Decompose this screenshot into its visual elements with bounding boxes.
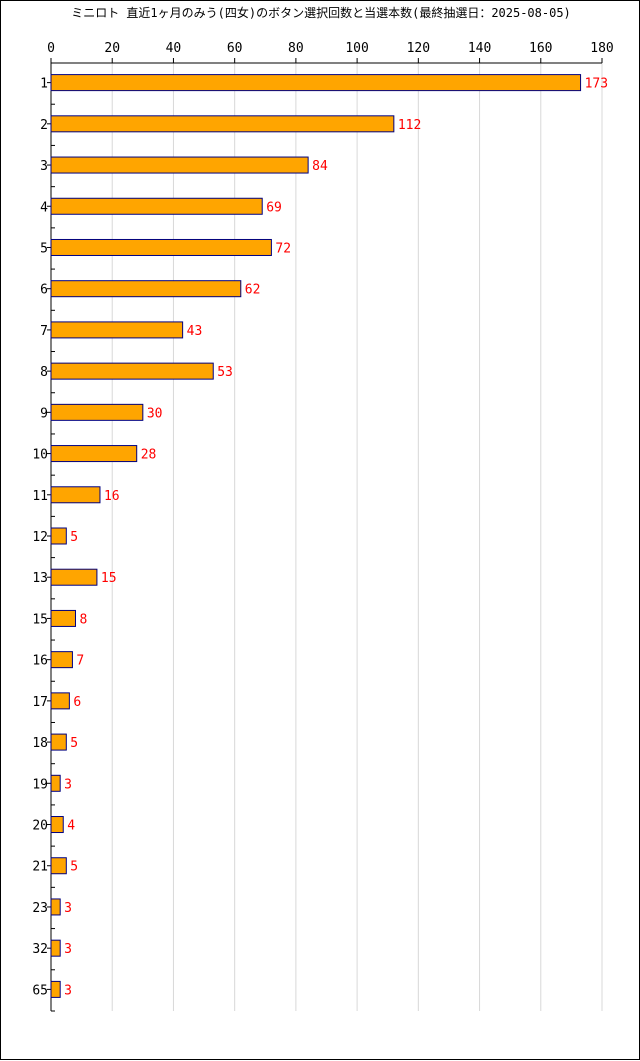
bar xyxy=(50,197,263,215)
bar xyxy=(50,692,70,710)
y-tick-label: 16 xyxy=(32,654,48,669)
y-tick-label: 4 xyxy=(40,200,48,215)
chart-title: ミニロト 直近1ヶ月のみう(四女)のボタン選択回数と当選本数(最終抽選日：202… xyxy=(71,5,571,20)
x-tick-label: 120 xyxy=(407,41,430,56)
y-tick-label: 1 xyxy=(40,77,48,92)
x-tick-label: 100 xyxy=(345,41,368,56)
bar xyxy=(50,939,61,957)
x-tick-label: 20 xyxy=(104,41,120,56)
value-label: 15 xyxy=(101,571,117,586)
bar xyxy=(50,486,101,504)
bar xyxy=(50,774,61,792)
value-label: 30 xyxy=(147,406,163,421)
value-label: 173 xyxy=(585,77,608,92)
x-tick-label: 40 xyxy=(166,41,182,56)
bar xyxy=(50,651,73,669)
bar xyxy=(50,857,67,875)
value-label: 112 xyxy=(398,118,421,133)
value-label: 53 xyxy=(217,365,233,380)
value-label: 4 xyxy=(67,819,75,834)
bar xyxy=(50,733,67,751)
bar xyxy=(50,898,61,916)
value-label: 7 xyxy=(76,654,84,669)
bar xyxy=(50,980,61,998)
x-tick-label: 60 xyxy=(227,41,243,56)
value-label: 62 xyxy=(245,283,261,298)
y-tick-label: 6 xyxy=(40,283,48,298)
y-tick-label: 23 xyxy=(32,901,48,916)
value-label: 5 xyxy=(70,736,78,751)
x-axis: 0 20 40 60 80 100 120 140 160 180 xyxy=(47,41,614,64)
bar xyxy=(50,156,309,174)
value-label: 3 xyxy=(64,777,72,792)
y-tick-label: 8 xyxy=(40,365,48,380)
y-tick-label: 19 xyxy=(32,777,48,792)
bar xyxy=(50,403,144,421)
bars xyxy=(50,74,582,998)
value-label: 8 xyxy=(79,612,87,627)
value-label: 5 xyxy=(70,530,78,545)
y-tick-label: 65 xyxy=(32,983,48,998)
grid-lines xyxy=(111,63,603,1011)
value-label: 28 xyxy=(141,448,157,463)
y-tick-label: 10 xyxy=(32,448,48,463)
y-tick-label: 5 xyxy=(40,241,48,256)
bar xyxy=(50,280,242,298)
bar xyxy=(50,74,582,92)
bar xyxy=(50,816,64,834)
y-tick-label: 11 xyxy=(32,489,48,504)
bar xyxy=(50,609,76,627)
y-tick-label: 20 xyxy=(32,819,48,834)
y-tick-label: 7 xyxy=(40,324,48,339)
y-tick-label: 13 xyxy=(32,571,48,586)
y-tick-label: 12 xyxy=(32,530,48,545)
value-label: 84 xyxy=(312,159,328,174)
y-tick-label: 15 xyxy=(32,612,48,627)
value-label: 69 xyxy=(266,200,282,215)
y-tick-label: 18 xyxy=(32,736,48,751)
bar xyxy=(50,445,138,463)
value-label: 72 xyxy=(275,241,291,256)
value-label: 3 xyxy=(64,942,72,957)
bar xyxy=(50,321,184,339)
y-tick-label: 17 xyxy=(32,695,48,710)
value-label: 6 xyxy=(73,695,81,710)
value-label: 5 xyxy=(70,860,78,875)
x-tick-label: 160 xyxy=(529,41,552,56)
bar xyxy=(50,527,67,545)
bar xyxy=(50,115,395,133)
bar xyxy=(50,568,98,586)
value-label: 3 xyxy=(64,901,72,916)
x-tick-label: 80 xyxy=(288,41,304,56)
value-label: 3 xyxy=(64,983,72,998)
y-tick-label: 21 xyxy=(32,860,48,875)
bar xyxy=(50,362,214,380)
y-tick-label: 2 xyxy=(40,118,48,133)
x-tick-label: 140 xyxy=(468,41,491,56)
x-tick-label: 0 xyxy=(47,41,55,56)
value-label: 43 xyxy=(187,324,203,339)
value-label: 16 xyxy=(104,489,120,504)
y-tick-label: 3 xyxy=(40,159,48,174)
x-tick-label: 180 xyxy=(590,41,613,56)
bar xyxy=(50,238,272,256)
y-tick-label: 32 xyxy=(32,942,48,957)
y-tick-label: 9 xyxy=(40,406,48,421)
